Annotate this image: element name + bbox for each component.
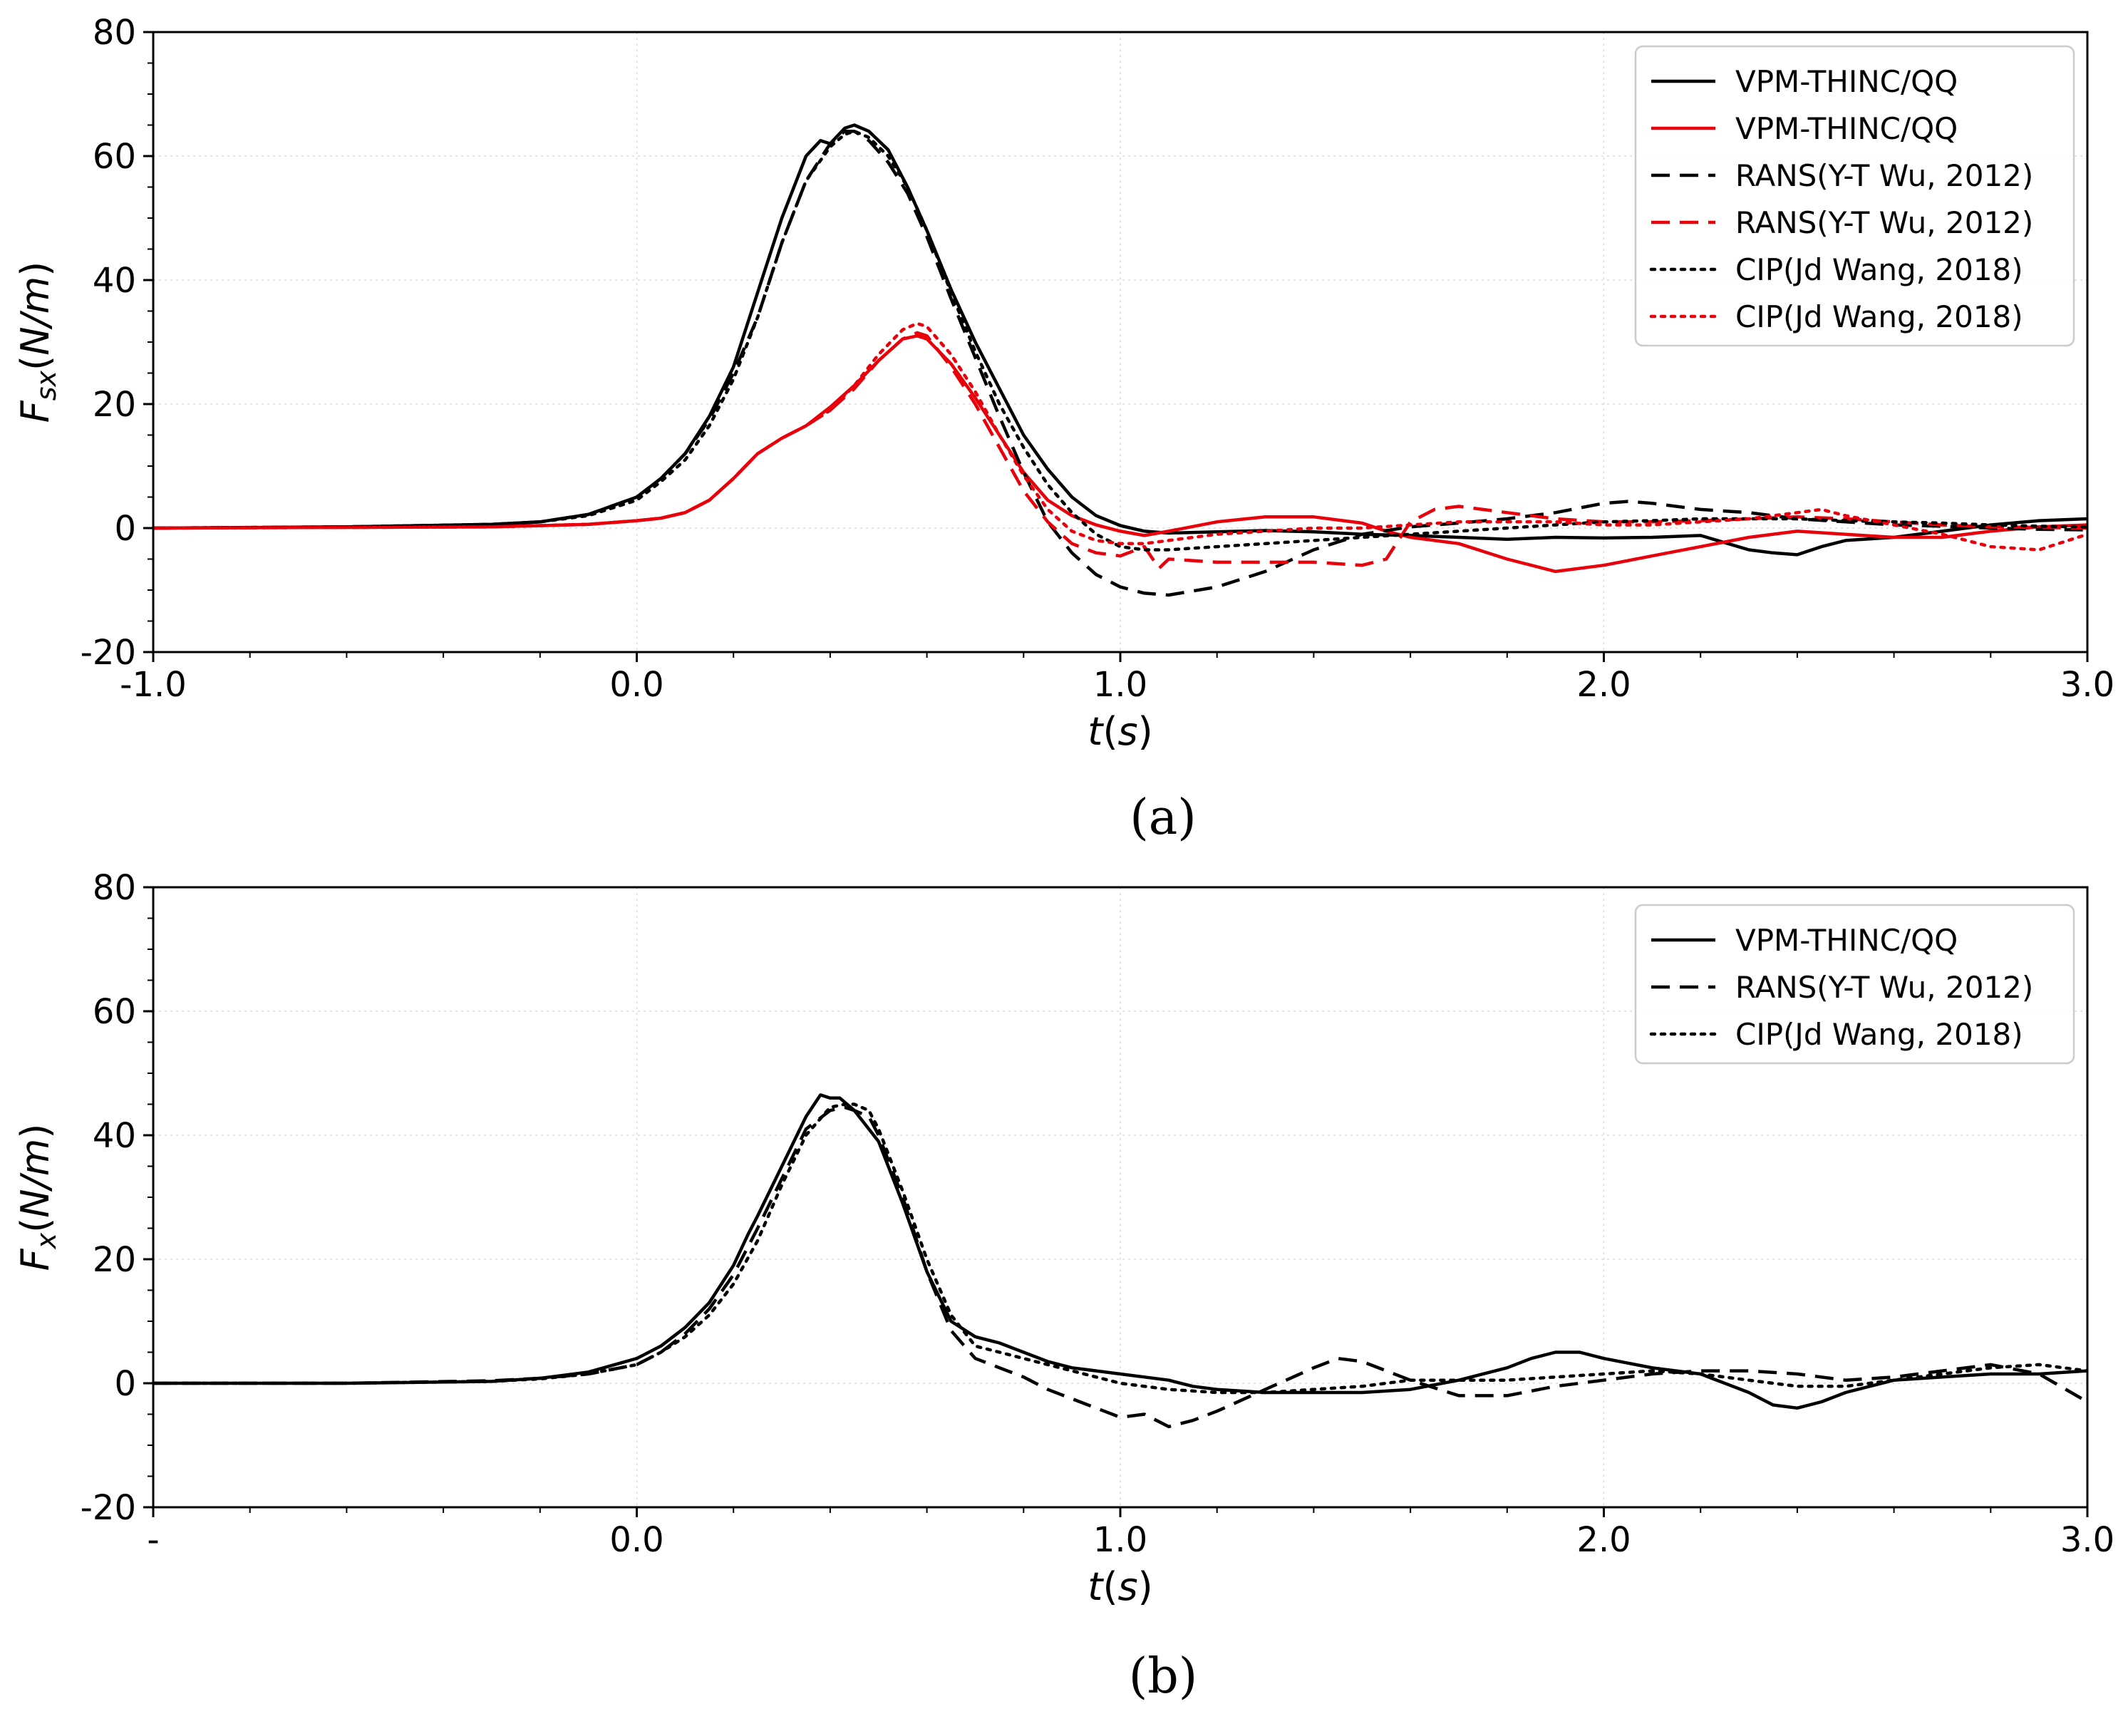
panel-b-chart: - 0.0 1.0 2.0 3.0 -20 0 20 40 60 80 t(s) Fx(N/m) (b) V… xyxy=(13,868,2114,1705)
panel-a-xtick-label-2: 1.0 xyxy=(1093,665,1147,705)
panel-b-xtick-label-3: 2.0 xyxy=(1576,1520,1631,1560)
panel-a-ytick-label-4: 60 xyxy=(93,137,136,177)
panel-a-ytick-label-5: 80 xyxy=(93,13,136,53)
panel-b-legend xyxy=(1634,904,2075,1065)
panel-a-ytick-label-0: -20 xyxy=(81,633,136,673)
panel-b-series-line-0 xyxy=(153,1093,2087,1410)
panel-b-ytick-label-1: 0 xyxy=(114,1364,136,1404)
panel-a-ytick-label-1: 0 xyxy=(114,509,136,549)
panel-b-xtick-label-1: 0.0 xyxy=(609,1520,663,1560)
panel-a-legend-label-2: RANS(Y-T Wu, 2012) xyxy=(1735,158,2033,193)
panel-a-ylabel: Fsx(N/m) xyxy=(13,262,62,423)
panel-a-xtick-label-4: 3.0 xyxy=(2060,665,2114,705)
panel-b-caption: (b) xyxy=(1129,1648,1198,1705)
panel-a-series-line-5 xyxy=(153,321,2087,552)
panel-a-legend-label-5: CIP(Jd Wang, 2018) xyxy=(1735,299,2023,334)
panel-b-ytick-label-4: 60 xyxy=(93,992,136,1032)
panel-b-series-line-1 xyxy=(153,1105,2087,1429)
panel-a-xtick-label-0: -1.0 xyxy=(120,665,187,705)
panel-a-legend-label-4: CIP(Jd Wang, 2018) xyxy=(1735,252,2023,287)
panel-b-legend-label-1: RANS(Y-T Wu, 2012) xyxy=(1735,970,2033,1005)
panel-b-ytick-label-5: 80 xyxy=(93,868,136,908)
panel-b-legend-label-0: VPM-THINC/QQ xyxy=(1735,923,1958,958)
panel-b-ytick-label-2: 20 xyxy=(93,1240,136,1280)
panel-a-legend-label-3: RANS(Y-T Wu, 2012) xyxy=(1735,205,2033,240)
panel-a-xtick-label-3: 2.0 xyxy=(1576,665,1631,705)
panel-b-series-line-2 xyxy=(153,1102,2087,1395)
panel-a-ytick-label-3: 40 xyxy=(93,261,136,301)
panel-a-legend-label-1: VPM-THINC/QQ xyxy=(1735,111,1958,146)
panel-a-series-line-4 xyxy=(153,129,2087,552)
panel-a-chart: -1.0 0.0 1.0 2.0 3.0 -20 0 20 40 60 80 t(s) Fsx(N/m)… xyxy=(13,13,2114,846)
panel-b-xtick-label-2: 1.0 xyxy=(1093,1520,1147,1560)
panel-b-xtick-label-0: - xyxy=(147,1520,159,1560)
panel-a-series-line-0 xyxy=(153,123,2087,557)
panel-a-series-line-2 xyxy=(153,129,2087,597)
panel-a-ytick-label-2: 20 xyxy=(93,385,136,425)
panel-a-series-line-1 xyxy=(153,334,2087,574)
panel-b-ytick-label-0: -20 xyxy=(81,1488,136,1528)
panel-a-legend xyxy=(1634,45,2075,347)
panel-a-series-line-3 xyxy=(153,331,2087,570)
panel-a-xlabel: t(s) xyxy=(1088,709,1152,754)
panel-b-ylabel: Fx(N/m) xyxy=(13,1124,62,1271)
panel-b-xtick-label-4: 3.0 xyxy=(2060,1520,2114,1560)
panel-b-xlabel: t(s) xyxy=(1088,1564,1152,1609)
panel-b-legend-label-2: CIP(Jd Wang, 2018) xyxy=(1735,1017,2023,1052)
panel-a-xtick-label-1: 0.0 xyxy=(609,665,663,705)
panel-a-caption: (a) xyxy=(1130,790,1197,846)
panel-b-ytick-label-3: 40 xyxy=(93,1116,136,1156)
panel-a-legend-label-0: VPM-THINC/QQ xyxy=(1735,64,1958,99)
